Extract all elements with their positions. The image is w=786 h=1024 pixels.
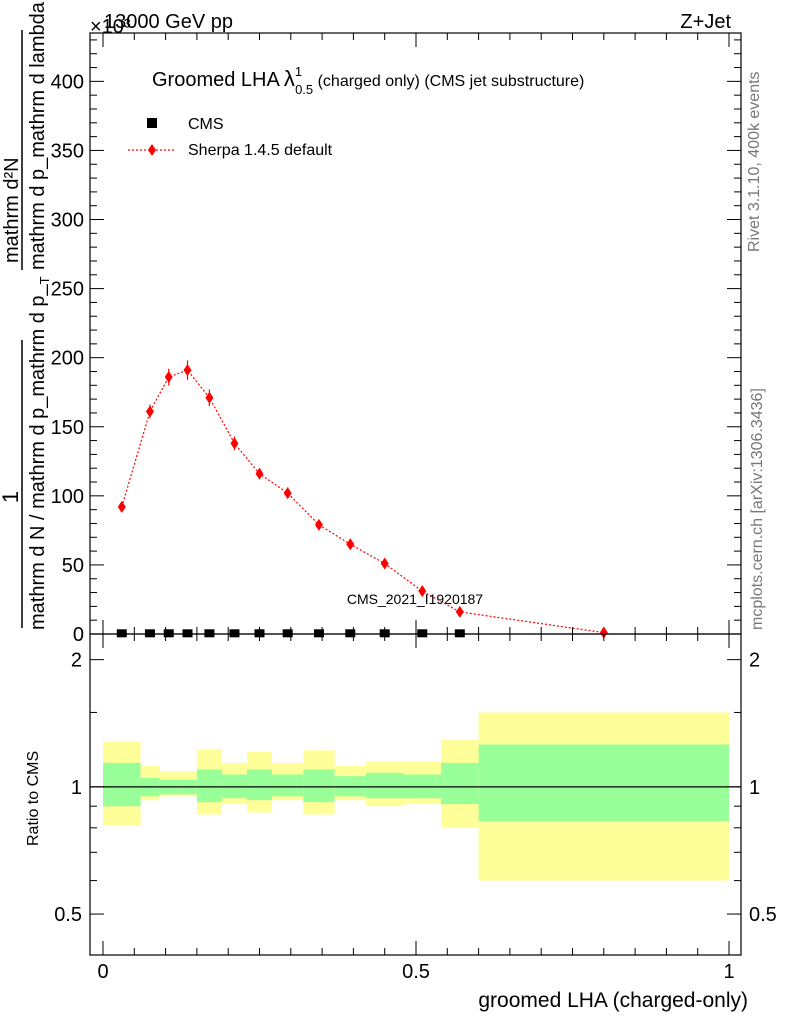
plot-title: Groomed LHA λ1 0.5 (charged only) (CMS jet… [152, 64, 584, 97]
cms-point [116, 629, 127, 638]
ratio-y-tick-label: 1 [71, 777, 82, 799]
y-label-denominator-2: mathrm d p_mathrm d lambda [27, 1, 49, 270]
main-series [116, 360, 608, 639]
energy-label: 13000 GeV pp [104, 11, 233, 33]
sherpa-point [418, 585, 427, 598]
sherpa-point [346, 538, 355, 551]
sherpa-point [205, 391, 214, 404]
cms-point [282, 629, 293, 638]
legend: CMS Sherpa 1.4.5 default [128, 116, 333, 159]
ratio-inner-band [103, 762, 141, 807]
sherpa-point [314, 518, 323, 531]
ratio-inner-band [272, 774, 304, 797]
ratio-y-tick-label-right: 2 [749, 650, 760, 672]
main-y-axis-label: 1 mathrm d N / mathrm d p_mathrm d p_T m… [0, 1, 52, 630]
x-axis-label: groomed LHA (charged-only) [478, 989, 748, 1012]
ratio-y-tick-label-right: 0.5 [749, 904, 777, 926]
sherpa-point [145, 405, 154, 418]
cms-point [163, 629, 174, 638]
sherpa-point [380, 557, 389, 570]
sherpa-point [599, 626, 608, 639]
mcplots-label: mcplots.cern.ch [arXiv:1306.3436] [749, 388, 766, 630]
main-y-tick-label: 150 [51, 417, 84, 439]
cms-point [345, 629, 356, 638]
cms-point [417, 629, 428, 638]
main-y-tick-label: 200 [51, 348, 84, 370]
legend-cms-marker [147, 118, 157, 128]
cms-point [182, 629, 193, 638]
ratio-inner-band [196, 769, 222, 803]
sherpa-point [455, 605, 464, 618]
main-axes: 0 50 100 150 200 250 300 350 400 [51, 32, 742, 646]
x-tick-label: 1 [723, 961, 734, 983]
ratio-inner-band [246, 769, 273, 801]
legend-sherpa-marker [148, 144, 156, 156]
ratio-inner-band [334, 776, 366, 797]
ratio-inner-band [478, 744, 729, 822]
ratio-inner-band [441, 762, 479, 805]
cms-point [454, 629, 465, 638]
y-label-numerator-1: 1 [0, 491, 23, 503]
process-label: Z+Jet [680, 11, 731, 33]
sherpa-point [183, 364, 192, 377]
rivet-label: Rivet 3.1.10, 400k events [746, 71, 763, 252]
cms-point [229, 629, 240, 638]
main-y-tick-label: 300 [51, 210, 84, 232]
ratio-y-label: Ratio to CMS [25, 751, 42, 846]
ratio-y-tick-label: 2 [71, 650, 82, 672]
sherpa-point [283, 487, 292, 500]
ratio-y-tick-label: 0.5 [54, 904, 82, 926]
ratio-inner-band [303, 769, 335, 803]
ratio-y-tick-label-right: 1 [749, 777, 760, 799]
cms-point [379, 629, 390, 638]
main-y-tick-label: 100 [51, 486, 84, 508]
ratio-axes: 0.5 0.5 1 1 2 2 0 0.5 1 [54, 633, 777, 983]
y-label-denominator-1: mathrm d N / mathrm d p_mathrm d p_T [27, 276, 52, 630]
legend-cms-label: CMS [188, 116, 224, 133]
main-y-tick-label: 400 [51, 71, 84, 93]
cms-point [204, 629, 215, 638]
x-tick-label: 0 [97, 961, 108, 983]
analysis-watermark: CMS_2021_I1920187 [347, 591, 483, 607]
ratio-bands [90, 712, 741, 881]
main-y-tick-label: 0 [73, 624, 84, 646]
x-tick-label: 0.5 [402, 961, 430, 983]
sherpa-point [230, 437, 239, 450]
main-y-tick-label: 350 [51, 140, 84, 162]
main-y-tick-label: 50 [62, 555, 84, 577]
cms-point [144, 629, 155, 638]
y-label-numerator-2: mathrm d²N [1, 157, 23, 263]
sherpa-point [164, 371, 173, 384]
sherpa-point [117, 500, 126, 513]
cms-point [254, 629, 265, 638]
ratio-inner-band [365, 772, 404, 799]
cms-point [313, 629, 324, 638]
legend-sherpa-label: Sherpa 1.4.5 default [188, 142, 333, 159]
sherpa-point [255, 467, 264, 480]
main-y-tick-label: 250 [51, 279, 84, 301]
